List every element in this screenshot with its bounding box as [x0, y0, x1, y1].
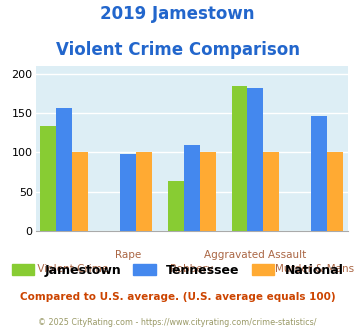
Text: Violent Crime Comparison: Violent Crime Comparison [55, 41, 300, 59]
Bar [168, 181, 184, 231]
Bar [56, 109, 72, 231]
Bar [311, 116, 327, 231]
Text: All Violent Crime: All Violent Crime [21, 264, 108, 274]
Text: © 2025 CityRating.com - https://www.cityrating.com/crime-statistics/: © 2025 CityRating.com - https://www.city… [38, 318, 317, 327]
Bar [72, 152, 88, 231]
Bar [136, 152, 152, 231]
Text: Compared to U.S. average. (U.S. average equals 100): Compared to U.S. average. (U.S. average … [20, 292, 335, 302]
Bar [120, 154, 136, 231]
Bar [184, 145, 200, 231]
Text: Aggravated Assault: Aggravated Assault [204, 250, 307, 260]
Bar [231, 86, 247, 231]
Text: 2019 Jamestown: 2019 Jamestown [100, 5, 255, 23]
Bar [263, 152, 279, 231]
Bar [247, 88, 263, 231]
Legend: Jamestown, Tennessee, National: Jamestown, Tennessee, National [7, 259, 348, 282]
Bar [327, 152, 343, 231]
Text: Rape: Rape [115, 250, 141, 260]
Bar [200, 152, 215, 231]
Text: Robbery: Robbery [170, 264, 213, 274]
Bar [40, 126, 56, 231]
Text: Murder & Mans...: Murder & Mans... [274, 264, 355, 274]
